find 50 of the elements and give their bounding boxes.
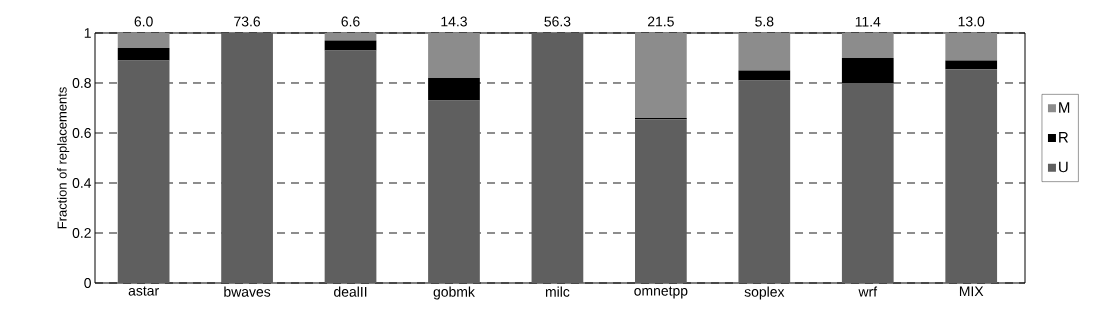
annotation: 73.6 [234,16,261,27]
bar [324,40,377,51]
bar [945,33,998,61]
bar [117,48,170,61]
bar [635,119,687,283]
x-tick-label: MIX [959,286,984,297]
legend-label: R [1059,132,1069,143]
bar [738,33,791,71]
bar [324,50,377,283]
bar [945,60,998,70]
bar [738,70,791,81]
y-tick-label: 0.2 [72,228,91,238]
bar [635,33,687,118]
y-tick-label: 0.6 [72,128,91,138]
x-tick-label: bwaves [224,286,271,297]
annotation: 13.0 [958,16,985,27]
bar [428,100,480,283]
bar [324,33,377,41]
y-tick-label: 0 [84,278,91,288]
bar [428,78,480,101]
bar [945,69,998,283]
x-tick-label: gobmk [433,286,475,300]
x-tick-label: dealII [334,286,367,297]
bar [531,33,584,283]
annotation: 56.3 [544,16,571,27]
bar [841,83,894,283]
annotation: 5.8 [755,16,774,27]
bar [428,33,480,78]
bar [221,33,273,283]
bar [841,33,894,58]
x-tick-label: omnetpp [634,286,688,299]
x-tick-label: milc [545,286,570,297]
annotation: 11.4 [855,16,881,27]
annotation: 14.3 [441,16,467,27]
y-axis-title: Fraction of replacements [57,87,70,229]
annotation: 6.0 [134,16,153,27]
x-tick-label: soplex [744,286,785,300]
bar [117,60,170,283]
legend-label: M [1059,102,1070,113]
y-tick-label: 0.8 [72,78,91,88]
y-tick-label: 0.4 [72,178,92,188]
x-tick-label: wrf [858,286,878,297]
legend-label: U [1059,161,1068,173]
annotation: 6.6 [341,16,360,27]
x-tick-label: astar [128,286,159,296]
annotation: 21.5 [648,16,674,27]
bar [841,58,894,83]
bar [117,33,170,48]
y-tick-label: 1 [84,28,91,38]
bar [738,80,791,283]
